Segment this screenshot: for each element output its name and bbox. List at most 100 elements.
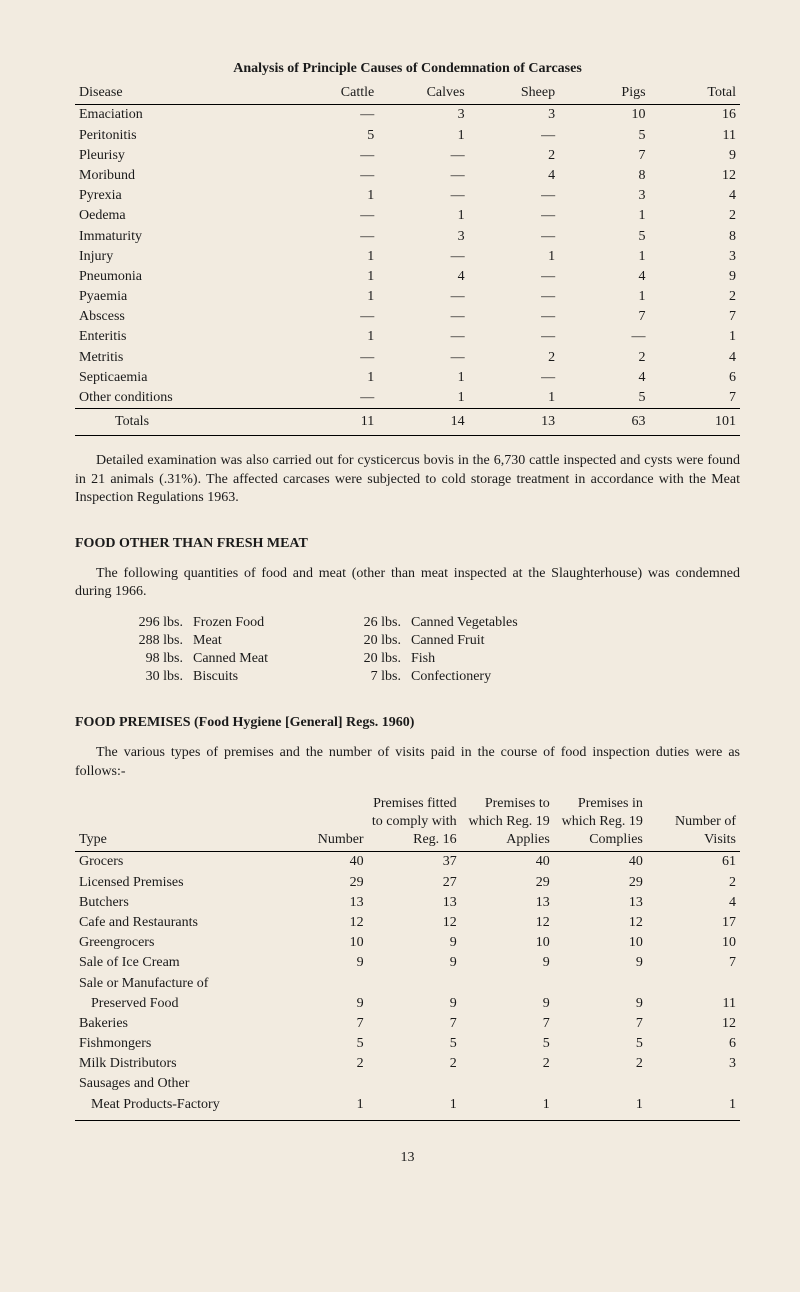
table-cell: 1 xyxy=(469,247,559,267)
totals-cattle: 11 xyxy=(288,409,378,436)
table-cell: 61 xyxy=(647,852,740,873)
table-row: Milk Distributors22223 xyxy=(75,1054,740,1074)
table-cell: 13 xyxy=(368,893,461,913)
table-cell: 13 xyxy=(461,893,554,913)
table-cell: — xyxy=(378,287,468,307)
table-cell: Fishmongers xyxy=(75,1034,275,1054)
table-cell: 9 xyxy=(554,953,647,973)
table-cell: 2 xyxy=(647,873,740,893)
table-cell: 9 xyxy=(554,994,647,1014)
table-cell: 1 xyxy=(288,186,378,206)
table-row: Abscess———77 xyxy=(75,307,740,327)
table-cell: Sale or Manufacture of xyxy=(75,974,275,994)
table-row: Septicaemia11—46 xyxy=(75,368,740,388)
table-cell: 12 xyxy=(275,913,368,933)
th-total: Total xyxy=(650,82,740,105)
table-cell: — xyxy=(469,227,559,247)
table-cell: 6 xyxy=(647,1034,740,1054)
table-cell: 3 xyxy=(469,105,559,126)
table-cell: 2 xyxy=(650,206,740,226)
th-reg19applies: Premises to which Reg. 19 Applies xyxy=(461,793,554,852)
table-cell: — xyxy=(469,267,559,287)
table-cell: 29 xyxy=(461,873,554,893)
food-name: Biscuits xyxy=(193,668,343,686)
table-cell: 9 xyxy=(650,267,740,287)
section-food-premises: FOOD PREMISES (Food Hygiene [General] Re… xyxy=(75,714,740,732)
totals-label: Totals xyxy=(75,409,288,436)
list-item: 30 lbs.Biscuits xyxy=(125,668,343,686)
table-cell: 27 xyxy=(368,873,461,893)
table-cell: 9 xyxy=(368,994,461,1014)
table-row: Other conditions—1157 xyxy=(75,388,740,409)
table-cell: 2 xyxy=(469,348,559,368)
table-cell: 2 xyxy=(559,348,649,368)
table-cell: 2 xyxy=(275,1054,368,1074)
table-row: Sale or Manufacture of xyxy=(75,974,740,994)
food-amount: 288 lbs. xyxy=(125,632,193,650)
th-disease: Disease xyxy=(75,82,288,105)
table-cell: 9 xyxy=(275,953,368,973)
table-cell: 7 xyxy=(368,1014,461,1034)
table-cell: 1 xyxy=(647,1095,740,1121)
table-cell: — xyxy=(288,348,378,368)
list-item: 98 lbs.Canned Meat xyxy=(125,650,343,668)
table-cell xyxy=(275,1074,368,1094)
table-cell: 7 xyxy=(559,307,649,327)
table-cell: 5 xyxy=(559,227,649,247)
table-cell: Other conditions xyxy=(75,388,288,409)
list-item: 20 lbs.Fish xyxy=(343,650,561,668)
th-reg16: Premises fitted to comply with Reg. 16 xyxy=(368,793,461,852)
table-cell: 4 xyxy=(559,267,649,287)
table-cell: 13 xyxy=(275,893,368,913)
table-cell: 7 xyxy=(647,953,740,973)
table-cell: 1 xyxy=(275,1095,368,1121)
totals-total: 101 xyxy=(650,409,740,436)
table-row: Sausages and Other xyxy=(75,1074,740,1094)
table-cell: 12 xyxy=(554,913,647,933)
table-cell: 2 xyxy=(368,1054,461,1074)
table-cell: — xyxy=(378,166,468,186)
table-cell: 1 xyxy=(469,388,559,409)
table-row: Butchers131313134 xyxy=(75,893,740,913)
table-cell: 12 xyxy=(647,1014,740,1034)
th-sheep: Sheep xyxy=(469,82,559,105)
table-cell: — xyxy=(469,368,559,388)
table-cell: 12 xyxy=(650,166,740,186)
totals-pigs: 63 xyxy=(559,409,649,436)
table-cell: 9 xyxy=(461,994,554,1014)
table-cell: 10 xyxy=(554,933,647,953)
table-row: Pleurisy——279 xyxy=(75,146,740,166)
table-cell: 4 xyxy=(469,166,559,186)
table-row: Preserved Food999911 xyxy=(75,994,740,1014)
table-cell xyxy=(647,1074,740,1094)
totals-calves: 14 xyxy=(378,409,468,436)
food-amount: 26 lbs. xyxy=(343,614,411,632)
table-cell xyxy=(368,974,461,994)
table-cell: 40 xyxy=(554,852,647,873)
list-item: 20 lbs.Canned Fruit xyxy=(343,632,561,650)
table-cell: 4 xyxy=(650,186,740,206)
food-amount: 296 lbs. xyxy=(125,614,193,632)
table-cell xyxy=(461,1074,554,1094)
food-name: Frozen Food xyxy=(193,614,343,632)
table-cell: 37 xyxy=(368,852,461,873)
table-cell: — xyxy=(378,247,468,267)
table-cell: — xyxy=(288,388,378,409)
table-cell: 3 xyxy=(650,247,740,267)
table-cell: 1 xyxy=(378,126,468,146)
table-cell: 4 xyxy=(647,893,740,913)
table-cell: — xyxy=(559,327,649,347)
table-cell: 6 xyxy=(650,368,740,388)
th-number: Number xyxy=(275,793,368,852)
table-cell: 5 xyxy=(288,126,378,146)
table-cell: Pyaemia xyxy=(75,287,288,307)
table-row: Pyaemia1——12 xyxy=(75,287,740,307)
table-cell: 10 xyxy=(461,933,554,953)
table-cell: Sausages and Other xyxy=(75,1074,275,1094)
table-cell: Immaturity xyxy=(75,227,288,247)
section-food-other: FOOD OTHER THAN FRESH MEAT xyxy=(75,535,740,553)
table-cell: 1 xyxy=(378,388,468,409)
table-cell: 1 xyxy=(461,1095,554,1121)
table-cell: 1 xyxy=(288,368,378,388)
table-row: Grocers4037404061 xyxy=(75,852,740,873)
